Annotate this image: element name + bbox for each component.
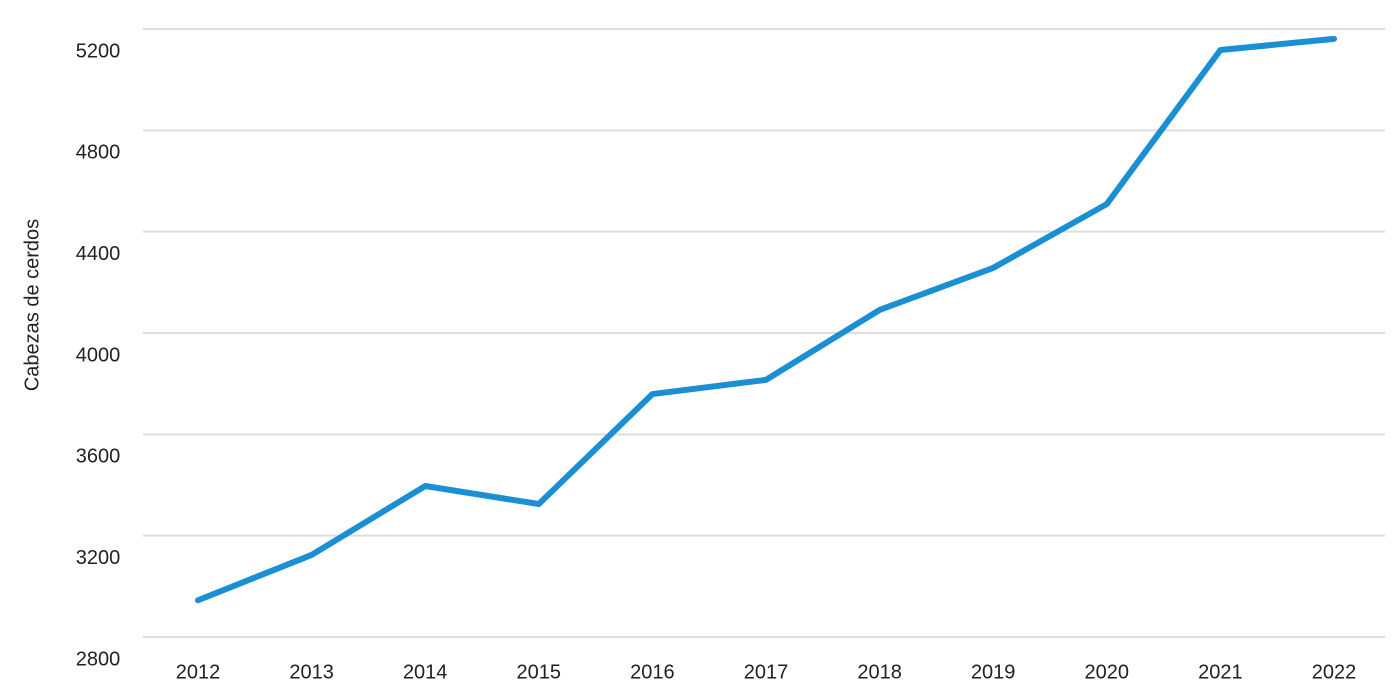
- x-tick-label: 2015: [517, 661, 562, 683]
- x-tick-label: 2022: [1312, 661, 1357, 683]
- x-tick-label: 2019: [971, 661, 1016, 683]
- x-tick-label: 2017: [744, 661, 789, 683]
- x-tick-label: 2014: [403, 661, 448, 683]
- y-tick-label: 3600: [76, 446, 121, 468]
- x-tick-label: 2016: [630, 661, 675, 683]
- y-tick-label: 5200: [76, 40, 121, 62]
- y-tick-label: 4000: [76, 344, 121, 366]
- y-tick-label: 2800: [76, 648, 121, 670]
- y-tick-label: 4800: [76, 142, 121, 164]
- x-tick-label: 2012: [176, 661, 221, 683]
- y-tick-label: 4400: [76, 243, 121, 265]
- y-tick-label: 3200: [76, 547, 121, 569]
- y-axis-label: Cabezas de cerdos: [21, 219, 43, 391]
- x-tick-label: 2013: [289, 661, 334, 683]
- x-tick-label: 2020: [1085, 661, 1130, 683]
- data-line: [195, 35, 1337, 604]
- x-tick-label: 2021: [1198, 661, 1243, 683]
- x-tick-label: 2018: [857, 661, 902, 683]
